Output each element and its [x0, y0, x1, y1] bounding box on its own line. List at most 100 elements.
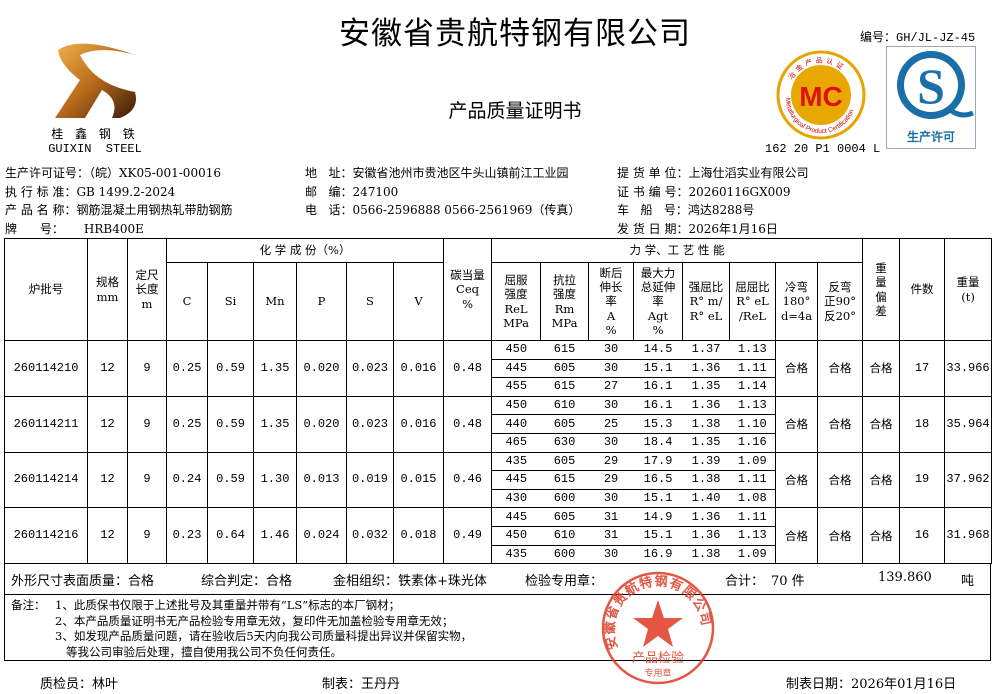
- qs-license-logo: S 生产许可: [886, 46, 976, 149]
- mech-value: 30: [588, 396, 634, 416]
- header-chem-v: V: [392, 262, 445, 341]
- table-row: 445 615 29 16.5 1.38 1.11: [5, 470, 992, 490]
- chem-s: 0.023: [346, 395, 394, 453]
- stamp-icon: 安徽省贵航特钢有限公司 产品检验 专用章: [602, 571, 715, 685]
- cold-bend: 合格: [775, 451, 819, 509]
- mech-value: 605: [540, 359, 589, 379]
- mech-value: 16.1: [633, 377, 683, 397]
- header-batch: 炉批号: [4, 238, 88, 341]
- length: 9: [127, 340, 167, 397]
- mech-value: 1.38: [682, 545, 730, 565]
- mech-value: 17.9: [633, 452, 683, 472]
- chem-v: 0.016: [392, 395, 445, 453]
- chem-mn: 1.30: [253, 451, 297, 509]
- chem-p: 0.013: [296, 451, 347, 509]
- table-row: 430 600 30 15.1 1.40 1.08: [5, 489, 992, 509]
- info-value: 安徽省池州市贵池区牛头山镇前江工业园: [352, 166, 569, 180]
- chem-si: 0.64: [207, 507, 254, 565]
- header-chem-mn: Mn: [253, 262, 297, 341]
- table-row: 450 610 31 15.1 1.36 1.13: [5, 526, 992, 546]
- info-left-3: 牌 号： HRB400E: [5, 220, 144, 237]
- mech-value: 1.40: [682, 489, 730, 509]
- logo-icon: [55, 43, 136, 118]
- mech-value: 1.36: [682, 507, 730, 527]
- weight-deviation: 合格: [862, 395, 901, 453]
- total-label: 合计：: [725, 574, 765, 589]
- weight-unit: 吨: [961, 574, 975, 589]
- mech-value: 18.4: [633, 433, 683, 453]
- info-left-1: 执 行 标 准：GB 1499.2-2024: [5, 183, 175, 200]
- table-row: 435 600 30 16.9 1.38 1.09: [5, 545, 992, 565]
- mech-value: 450: [491, 340, 541, 360]
- remark-line-3: 3、如发现产品质量问题，请在验收后5天内向我公司质量科提出异议并保留实物，: [55, 629, 473, 643]
- pieces: 17: [899, 340, 946, 397]
- header-chem-si: Si: [207, 262, 254, 341]
- metallographic-structure: 金相组织：铁素体+珠光体: [333, 574, 487, 589]
- reverse-bend: 合格: [817, 507, 864, 565]
- info-label: 发 货 日 期：: [617, 221, 689, 236]
- info-right-2: 车 船 号：鸿达8288号: [617, 201, 754, 218]
- header-mech-3: 最大力 总延伸 率 Agt %: [633, 262, 684, 341]
- header-mech-7: 反弯 正90° 反20°: [817, 262, 864, 341]
- weight-deviation: 合格: [862, 451, 901, 509]
- cold-bend: 合格: [775, 507, 819, 565]
- info-label: 地 址：: [305, 166, 353, 180]
- overall-judgement: 综合判定：合格: [201, 574, 293, 589]
- info-value: 2026年1月16日: [688, 221, 778, 236]
- length: 9: [127, 451, 167, 509]
- chem-v: 0.015: [392, 451, 445, 509]
- mech-value: 1.09: [729, 452, 776, 472]
- pieces: 16: [899, 507, 946, 565]
- mech-value: 605: [540, 507, 589, 527]
- table-row: 455 615 27 16.1 1.35 1.14: [5, 377, 992, 397]
- mech-value: 30: [588, 340, 634, 360]
- mech-value: 445: [491, 507, 541, 527]
- chem-p: 0.020: [296, 340, 347, 397]
- mech-value: 1.13: [729, 340, 776, 360]
- chem-si: 0.59: [207, 451, 254, 509]
- remark-line-4: 等我公司审验后处理，擅自使用我公司不负任何责任。: [55, 644, 342, 659]
- chem-c: 0.23: [166, 507, 208, 565]
- mech-value: 465: [491, 433, 541, 453]
- weight: 37.962: [944, 451, 993, 509]
- mech-value: 14.9: [633, 507, 683, 527]
- header-chem-s: S: [346, 262, 394, 341]
- mc-certificate-code: 162 20 P1 0004 L: [765, 142, 881, 156]
- mech-value: 1.38: [682, 414, 730, 434]
- mc-logo-icon: MC Metallurgical Product Certification 冶…: [776, 50, 866, 140]
- chem-mn: 1.46: [253, 507, 297, 565]
- mech-value: 1.13: [729, 526, 776, 546]
- chem-c: 0.24: [166, 451, 208, 509]
- header-mechanical: 力 学、工 艺 性 能: [491, 238, 864, 263]
- mech-value: 445: [491, 470, 541, 490]
- mech-value: 435: [491, 452, 541, 472]
- chem-v: 0.016: [392, 340, 445, 397]
- mech-value: 1.11: [729, 470, 776, 490]
- header-length: 定尺 长度 m: [127, 238, 167, 341]
- qs-logo-icon: S: [897, 51, 974, 119]
- cold-bend: 合格: [775, 395, 819, 453]
- spec: 12: [87, 451, 128, 509]
- header-mech-5: 屈屈比 R° eL /ReL: [729, 262, 777, 341]
- mech-value: 29: [588, 452, 634, 472]
- info-value: 247100: [352, 184, 399, 199]
- svg-text:S: S: [917, 58, 945, 114]
- info-label: 生产许可证号：: [5, 166, 90, 180]
- info-right-3: 发 货 日 期：2026年1月16日: [617, 220, 778, 237]
- weight: 35.964: [944, 395, 993, 453]
- pieces: 19: [899, 451, 946, 509]
- mech-value: 15.1: [633, 526, 683, 546]
- mech-value: 1.36: [682, 359, 730, 379]
- length: 9: [127, 395, 167, 453]
- header-mech-0: 屈服 强度 ReL MPa: [491, 262, 542, 341]
- header-ceq: 碳当量 Ceq %: [443, 238, 493, 341]
- chem-mn: 1.35: [253, 340, 297, 397]
- mech-value: 30: [588, 433, 634, 453]
- mech-value: 615: [540, 377, 589, 397]
- mech-value: 610: [540, 396, 589, 416]
- inspector: 质检员：林叶: [40, 677, 119, 692]
- mc-certification-logo: MC Metallurgical Product Certification 冶…: [776, 50, 866, 143]
- company-title: 安徽省贵航特钢有限公司: [339, 16, 691, 52]
- info-right-0: 提 货 单 位：上海仕滔实业有限公司: [617, 164, 808, 181]
- info-value: 20260116GX009: [688, 184, 791, 199]
